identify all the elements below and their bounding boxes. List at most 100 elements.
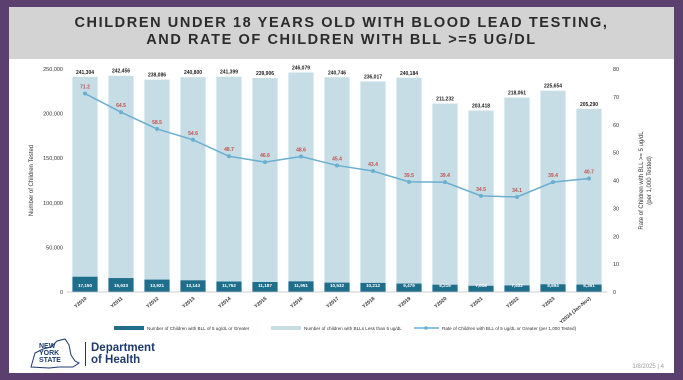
bar-total-label: 218,061 <box>508 90 526 96</box>
rate-point <box>263 160 267 165</box>
left-axis-tick-label: 0 <box>60 290 63 296</box>
bar-ge5-label: 9,479 <box>403 283 415 288</box>
x-tick-label: Y2016 <box>289 296 304 310</box>
bar-ge5-label: 10,212 <box>366 283 380 288</box>
bar-bll-lt5 <box>144 79 170 280</box>
rate-point <box>551 180 555 185</box>
slide: CHILDREN UNDER 18 YEARS OLD WITH BLOOD L… <box>9 7 674 373</box>
ny-state-outline-icon <box>30 338 80 369</box>
rate-point <box>479 193 483 198</box>
rate-label: 71.2 <box>80 85 90 91</box>
legend-swatch-bll-ge5 <box>114 326 144 330</box>
bar-bll-ge5 <box>468 285 494 292</box>
rate-point <box>335 163 339 168</box>
bar-bll-ge5 <box>72 276 98 292</box>
legend-label-rate: Rate of Children with BLL of 5 ug/dL or … <box>442 326 577 331</box>
bar-bll-ge5 <box>144 279 170 292</box>
chart-svg: 0 50,000 100,000 150,000 200,000 250,000 0 10 20… <box>29 65 653 331</box>
bar-ge5-label: 11,951 <box>294 283 308 288</box>
bar-ge5-label: 17,150 <box>78 283 92 288</box>
x-tick-label: Y2014 <box>217 296 232 310</box>
title-band: CHILDREN UNDER 18 YEARS OLD WITH BLOOD L… <box>9 7 674 59</box>
bar-bll-ge5 <box>432 284 458 292</box>
bar-ge5-label: 10,532 <box>330 283 344 288</box>
bar-ge5-label: 15,633 <box>114 283 128 288</box>
right-axis-tick-label: 70 <box>613 95 619 101</box>
bar-bll-ge5 <box>216 281 242 292</box>
bar-bll-ge5 <box>576 284 602 292</box>
department-name: Department of Health <box>85 342 155 366</box>
dept-line-2: of Health <box>91 354 141 366</box>
bar-total-label: 240,800 <box>184 70 202 76</box>
bar-bll-ge5 <box>504 285 530 292</box>
bar-total-label: 240,746 <box>328 70 346 76</box>
rate-point <box>587 176 591 181</box>
bar-bll-lt5 <box>360 81 386 283</box>
x-tick-label: Y2019 <box>397 296 412 310</box>
bar-total-label: 240,184 <box>400 71 418 77</box>
bar-bll-ge5 <box>324 282 350 292</box>
rate-label: 58.5 <box>152 120 162 126</box>
x-tick-label: Y2021 <box>469 296 484 310</box>
bar-bll-lt5 <box>576 108 602 285</box>
bar-bll-lt5 <box>468 110 494 286</box>
legend-label-bll-lt5: Number of children with BLLs Less than 5… <box>304 326 402 331</box>
right-axis-tick-label: 60 <box>613 123 619 129</box>
x-tick-label: Y2017 <box>325 296 340 310</box>
title-line-2: AND RATE OF CHILDREN WITH BLL >=5 UG/DL <box>146 32 537 48</box>
right-axis-tick-label: 10 <box>613 262 619 268</box>
rate-label: 46.6 <box>260 153 270 159</box>
x-tick-label: Y2010 <box>73 296 88 310</box>
x-tick-label: Y2024 (Jan-Nov) <box>559 296 593 326</box>
ny-logo-text: NEW YORK STATE <box>39 343 61 364</box>
rate-point <box>371 169 375 174</box>
rate-label: 48.6 <box>296 148 306 154</box>
bar-total-label: 242,456 <box>112 69 130 75</box>
bar-total-label: 241,304 <box>76 70 94 76</box>
bar-ge5-label: 7,432 <box>511 283 523 288</box>
x-tick-label: Y2023 <box>541 296 556 310</box>
footer-logo: NEW YORK STATE Department of Health <box>29 337 155 371</box>
rate-point <box>299 154 303 159</box>
bar-bll-lt5 <box>504 97 530 286</box>
chart-title: CHILDREN UNDER 18 YEARS OLD WITH BLOOD L… <box>9 15 674 49</box>
bar-bll-ge5 <box>288 281 314 292</box>
bar-bll-lt5 <box>288 72 314 282</box>
bar-bll-ge5 <box>540 284 566 292</box>
bar-total-label: 246,079 <box>292 65 310 71</box>
bar-bll-ge5 <box>180 280 206 292</box>
right-axis-tick-label: 30 <box>613 206 619 212</box>
bar-ge5-label: 7,018 <box>475 283 487 288</box>
bar-bll-ge5 <box>360 282 386 292</box>
bar-ge5-label: 8,694 <box>547 283 559 288</box>
right-axis-tick-label: 0 <box>613 290 616 296</box>
bar-total-label: 238,086 <box>148 73 166 79</box>
bar-bll-lt5 <box>540 90 566 285</box>
legend-swatch-bll-lt5 <box>271 326 301 330</box>
rate-label: 34.1 <box>512 188 522 194</box>
bar-ge5-label: 8,216 <box>439 283 451 288</box>
x-tick-label: Y2015 <box>253 296 268 310</box>
bar-ge5-label: 13,921 <box>150 283 164 288</box>
x-tick-label: Y2011 <box>110 296 125 310</box>
x-tick-label: Y2012 <box>145 296 160 310</box>
rate-point <box>515 194 519 199</box>
legend-swatch-rate-point <box>424 326 428 330</box>
left-axis-tick-label: 150,000 <box>43 156 63 162</box>
bar-bll-lt5 <box>432 103 458 285</box>
rate-point <box>119 110 123 115</box>
rate-label: 39.5 <box>404 173 414 179</box>
rate-point <box>227 154 231 159</box>
bar-ge5-label: 11,187 <box>258 283 272 288</box>
right-axis-label-2: (per 1,000 Tested) <box>647 156 653 205</box>
right-axis-tick-label: 40 <box>613 179 619 185</box>
bar-ge5-label: 8,361 <box>583 283 595 288</box>
bar-bll-lt5 <box>180 77 206 281</box>
bar-ge5-label: 11,752 <box>222 283 236 288</box>
x-tick-label: Y2022 <box>505 296 520 310</box>
rate-label: 43.4 <box>368 162 378 168</box>
left-axis-tick-label: 100,000 <box>43 201 63 207</box>
bar-total-label: 211,232 <box>436 97 454 103</box>
bar-bll-ge5 <box>252 282 278 292</box>
ny-state-logo: NEW YORK STATE <box>29 337 81 371</box>
